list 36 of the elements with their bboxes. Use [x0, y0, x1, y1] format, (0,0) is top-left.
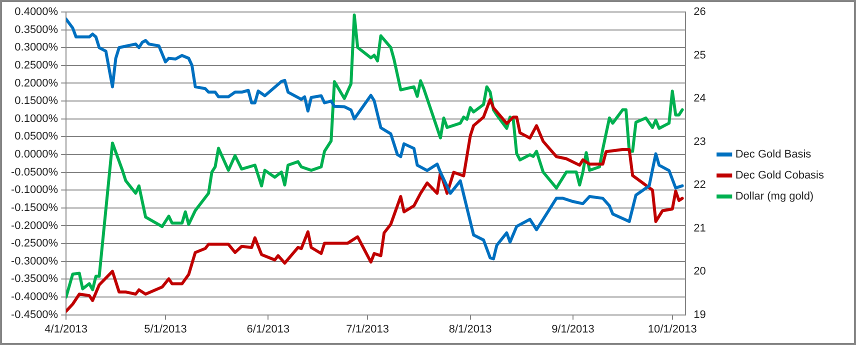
x-tick-label: 7/1/2013: [346, 323, 389, 336]
y-tick-label: 0.1500%: [14, 95, 58, 108]
y-tick-label: -0.3500%: [10, 273, 58, 286]
y-tick-label: 0.4000%: [14, 6, 58, 18]
x-tick-label: 4/1/2013: [44, 323, 88, 336]
y2-tick-label: 24: [694, 92, 706, 105]
legend-label: Dec Gold Basis: [735, 148, 812, 161]
x-tick-label: 5/1/2013: [144, 323, 187, 336]
y2-tick-label: 21: [694, 222, 706, 234]
y2-tick-label: 22: [694, 179, 706, 192]
x-tick-label: 9/1/2013: [552, 323, 594, 336]
y2-tick-label: 19: [694, 308, 706, 321]
y-tick-label: -0.0500%: [10, 166, 58, 178]
y2-tick-label: 26: [694, 6, 706, 18]
y-tick-label: -0.2000%: [10, 220, 58, 232]
y-tick-label: 0.1000%: [14, 112, 58, 125]
y-tick-label: -0.2500%: [10, 238, 58, 250]
y2-tick-label: 25: [694, 49, 706, 62]
y-tick-label: 0.3000%: [14, 42, 58, 54]
y-tick-label: -0.3000%: [10, 255, 58, 268]
y-tick-label: -0.4000%: [10, 291, 58, 304]
x-tick-label: 10/1/2013: [648, 323, 697, 336]
y-tick-label: 0.3500%: [14, 24, 58, 36]
y-tick-label: 0.2500%: [14, 59, 58, 72]
y-tick-label: 0.0500%: [14, 130, 58, 143]
y-tick-label: -0.1000%: [10, 184, 58, 196]
legend-label: Dollar (mg gold): [735, 190, 814, 203]
x-tick-label: 6/1/2013: [246, 323, 290, 336]
x-tick-label: 8/1/2013: [448, 323, 492, 336]
y-tick-label: -0.4500%: [10, 308, 58, 321]
y-tick-label: 0.2000%: [14, 77, 58, 90]
y-tick-label: -0.1500%: [10, 202, 58, 214]
y-tick-label: 0.0000%: [14, 148, 58, 161]
y2-tick-label: 23: [694, 136, 706, 148]
y2-tick-label: 20: [694, 266, 706, 278]
legend-label: Dec Gold Cobasis: [735, 170, 824, 182]
